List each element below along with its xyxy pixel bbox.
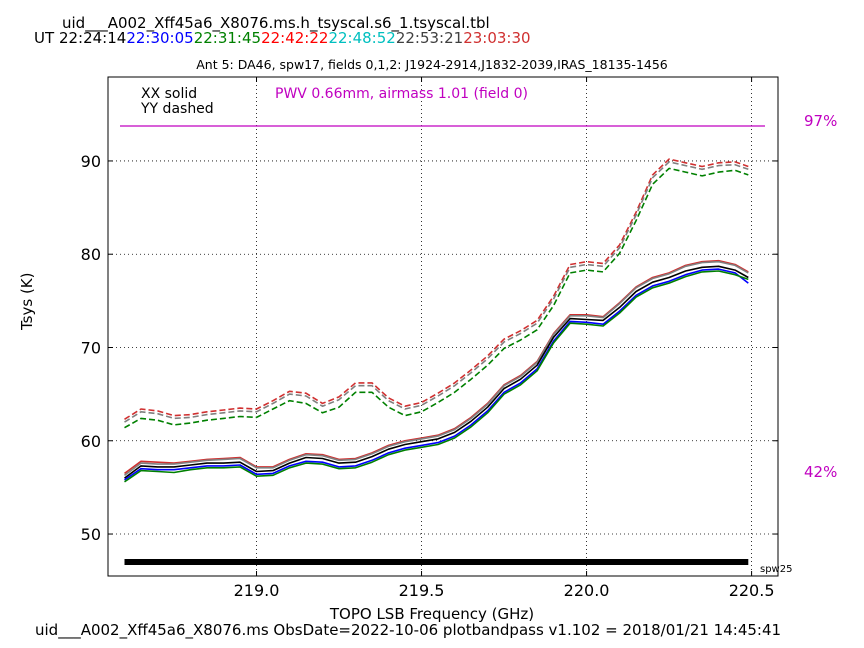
atm-top-percent: 97% — [804, 112, 838, 130]
grid-lines — [108, 77, 778, 576]
yy-series-line — [124, 161, 749, 423]
pwv-annotation: PWV 0.66mm, airmass 1.01 (field 0) — [275, 86, 528, 102]
ut-time: 22:53:21 — [395, 29, 464, 47]
ut-time: 22:31:45 — [193, 29, 262, 47]
ut-times-row: UT 22:24:1422:30:0522:31:4522:42:2222:48… — [34, 29, 531, 47]
plot-frame — [107, 76, 779, 577]
y-tick-label: 80 — [81, 245, 101, 264]
ut-time: 23:03:30 — [463, 29, 531, 47]
footer-info: uid___A002_Xff45a6_X8076.ms ObsDate=2022… — [35, 621, 782, 639]
x-tick-label: 219.5 — [399, 581, 445, 600]
plot-subtitle: Ant 5: DA46, spw17, fields 0,1,2: J1924-… — [196, 57, 668, 72]
y-tick-label: 60 — [81, 432, 101, 451]
xx-series-line — [124, 270, 749, 483]
ut-times: 22:24:1422:30:0522:31:4522:42:2222:48:52… — [59, 29, 531, 47]
atm-bottom-percent: 42% — [804, 463, 838, 481]
ut-time: 22:30:05 — [126, 29, 194, 47]
spw-bar-group: spw25 — [124, 559, 792, 575]
ut-time: 22:24:14 — [58, 29, 127, 47]
ut-time: 22:48:52 — [328, 29, 396, 47]
y-axis-label: Tsys (K) — [18, 272, 36, 331]
yy-series-line — [124, 158, 749, 420]
xx-series-line — [124, 259, 749, 475]
y-tick-label: 50 — [81, 525, 101, 544]
axis-ticks: 219.0 219.5 220.0 220.5 50 60 70 80 90 — [81, 77, 778, 600]
file-title: uid___A002_Xff45a6_X8076.ms.h_tsyscal.s6… — [62, 14, 490, 32]
y-tick-label: 90 — [81, 152, 101, 171]
x-tick-label: 219.0 — [234, 581, 280, 600]
ut-time: 22:42:22 — [261, 29, 329, 47]
x-tick-label: 220.5 — [729, 581, 775, 600]
legend-xx-solid: XX solid — [141, 86, 197, 102]
tsys-series — [124, 158, 749, 483]
y-tick-label: 70 — [81, 338, 101, 357]
spw-bar-label: spw25 — [760, 564, 792, 575]
xx-series-line — [124, 265, 749, 479]
x-tick-label: 220.0 — [564, 581, 610, 600]
yy-series-line — [124, 167, 749, 429]
xx-series-line — [124, 268, 749, 481]
ut-label: UT — [34, 29, 55, 47]
x-axis-label: TOPO LSB Frequency (GHz) — [329, 605, 535, 623]
xx-series-line — [124, 260, 749, 476]
legend-yy-dashed: YY dashed — [140, 101, 214, 117]
legend: XX solid YY dashed PWV 0.66mm, airmass 1… — [140, 86, 528, 117]
